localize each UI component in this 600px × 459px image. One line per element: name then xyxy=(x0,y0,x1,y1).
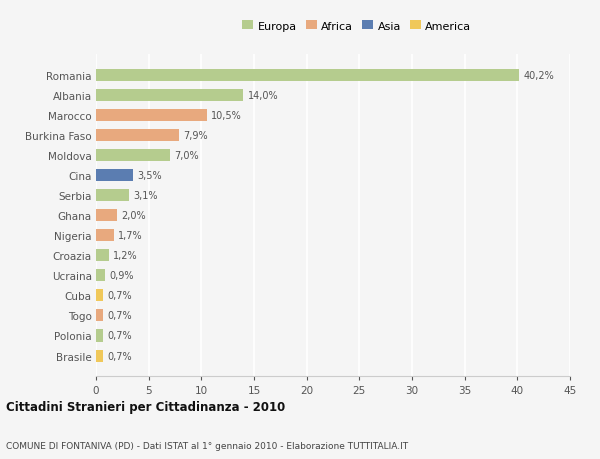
Text: 0,7%: 0,7% xyxy=(107,351,132,361)
Bar xyxy=(96,290,103,302)
Text: 0,7%: 0,7% xyxy=(107,331,132,341)
Text: Cittadini Stranieri per Cittadinanza - 2010: Cittadini Stranieri per Cittadinanza - 2… xyxy=(6,400,285,413)
Text: 3,1%: 3,1% xyxy=(133,191,157,201)
Text: 7,0%: 7,0% xyxy=(174,151,199,161)
Bar xyxy=(96,190,128,202)
Bar xyxy=(96,330,103,342)
Text: 10,5%: 10,5% xyxy=(211,111,242,121)
Bar xyxy=(96,170,133,182)
Bar xyxy=(96,250,109,262)
Bar xyxy=(96,110,206,122)
Text: 14,0%: 14,0% xyxy=(248,91,278,101)
Text: 40,2%: 40,2% xyxy=(524,71,554,81)
Text: 0,9%: 0,9% xyxy=(110,271,134,281)
Text: 0,7%: 0,7% xyxy=(107,291,132,301)
Text: 1,7%: 1,7% xyxy=(118,231,143,241)
Bar xyxy=(96,270,106,282)
Bar xyxy=(96,210,117,222)
Bar xyxy=(96,230,114,242)
Text: 1,2%: 1,2% xyxy=(113,251,137,261)
Bar xyxy=(96,310,103,322)
Legend: Europa, Africa, Asia, America: Europa, Africa, Asia, America xyxy=(240,19,473,34)
Text: 7,9%: 7,9% xyxy=(184,131,208,141)
Text: 3,5%: 3,5% xyxy=(137,171,162,181)
Text: 0,7%: 0,7% xyxy=(107,311,132,321)
Bar xyxy=(96,70,520,82)
Text: COMUNE DI FONTANIVA (PD) - Dati ISTAT al 1° gennaio 2010 - Elaborazione TUTTITAL: COMUNE DI FONTANIVA (PD) - Dati ISTAT al… xyxy=(6,441,408,450)
Text: 2,0%: 2,0% xyxy=(121,211,146,221)
Bar xyxy=(96,350,103,362)
Bar xyxy=(96,130,179,142)
Bar xyxy=(96,150,170,162)
Bar xyxy=(96,90,244,102)
